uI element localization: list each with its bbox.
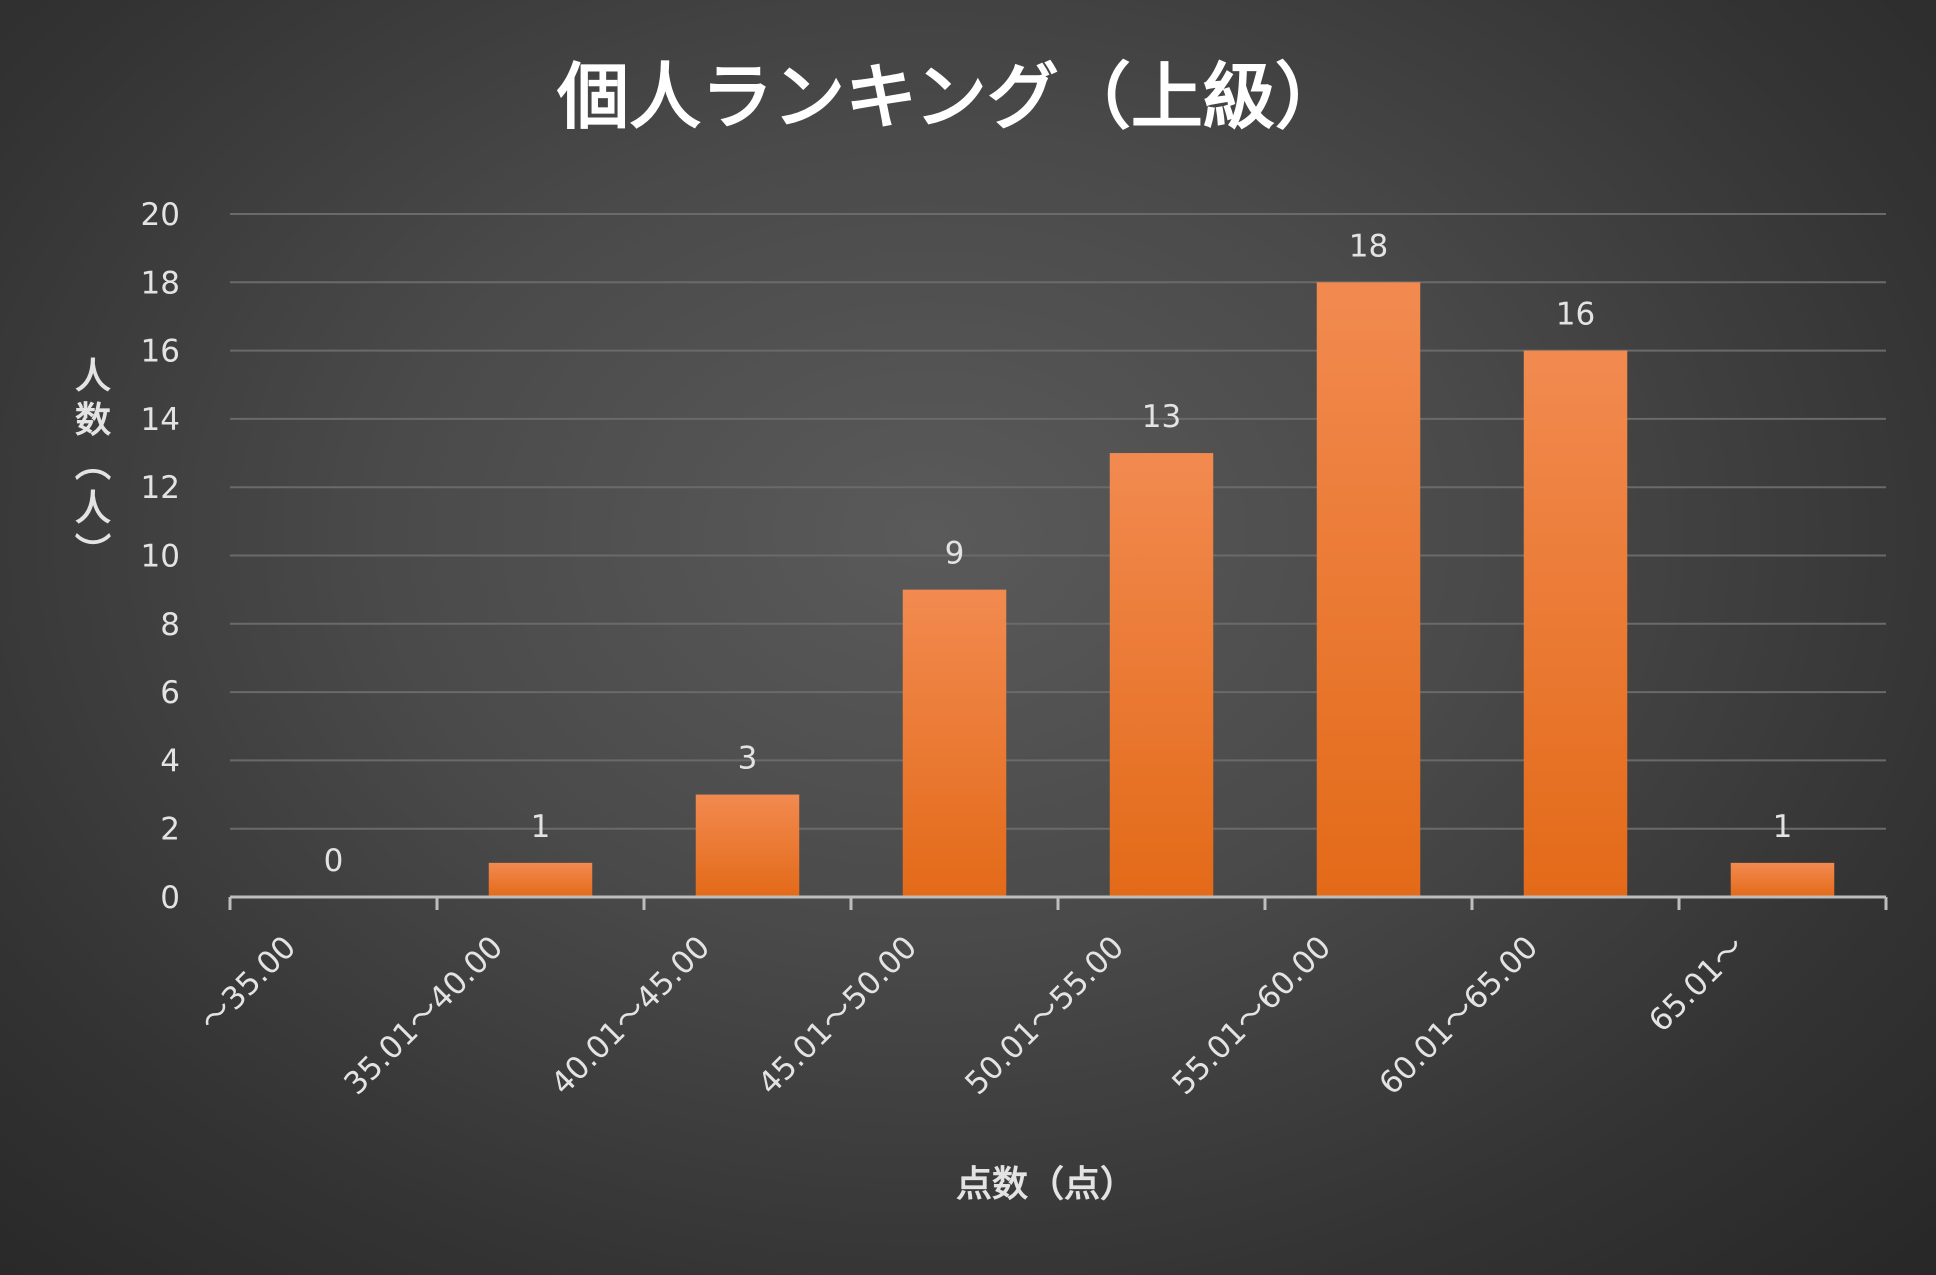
bar-3: [695, 794, 800, 897]
gridlines: [230, 213, 1886, 830]
x-tick-label: 60.01～65.00: [1372, 929, 1545, 1102]
x-axis-title: 点数（点）: [956, 1164, 1136, 1205]
x-tick-label: 40.01～45.00: [544, 929, 717, 1102]
x-tick-label: 65.01～: [1642, 929, 1752, 1039]
bar-7: [1523, 350, 1628, 898]
y-tick-label: 12: [141, 470, 180, 506]
x-tick-label: 55.01～60.00: [1165, 929, 1338, 1102]
data-label: 9: [945, 536, 965, 572]
y-tick-label: 6: [160, 675, 180, 711]
y-tick-labels: 0 2 4 6 8 10 12 14 16 18 20: [141, 197, 180, 916]
x-tick-label: 35.01～40.00: [337, 929, 510, 1102]
data-label: 0: [324, 843, 344, 879]
x-axis: [228, 895, 1888, 910]
bars: [488, 282, 1835, 898]
data-label: 1: [531, 809, 551, 845]
y-tick-label: 8: [160, 607, 180, 643]
y-tick-label: 14: [141, 402, 180, 438]
x-tick-label: 50.01～55.00: [958, 929, 1131, 1102]
y-tick-label: 10: [141, 539, 180, 575]
data-label: 18: [1349, 228, 1388, 264]
data-label: 16: [1556, 297, 1595, 333]
bar-6: [1316, 282, 1421, 897]
bar-5: [1109, 453, 1214, 897]
y-tick-label: 0: [160, 880, 180, 916]
bar-4: [902, 589, 1007, 897]
bar-8: [1730, 862, 1835, 897]
data-label: 1: [1773, 809, 1793, 845]
bar-2: [488, 862, 593, 897]
y-tick-label: 4: [160, 743, 180, 779]
y-tick-label: 20: [141, 197, 180, 233]
x-tick-labels: ～35.00 35.01～40.00 40.01～45.00 45.01～50.00 5…: [193, 929, 1752, 1102]
x-tick-label: 45.01～50.00: [751, 929, 924, 1102]
data-label: 13: [1142, 399, 1181, 435]
y-tick-label: 18: [141, 265, 180, 301]
chart-title: 個人ランキング（上級）: [556, 55, 1347, 139]
y-tick-label: 2: [160, 812, 180, 848]
data-label: 3: [738, 741, 758, 777]
y-tick-label: 16: [141, 334, 180, 370]
x-tick-label: ～35.00: [193, 929, 303, 1039]
y-axis-title: 人数︵人︶: [75, 356, 111, 573]
